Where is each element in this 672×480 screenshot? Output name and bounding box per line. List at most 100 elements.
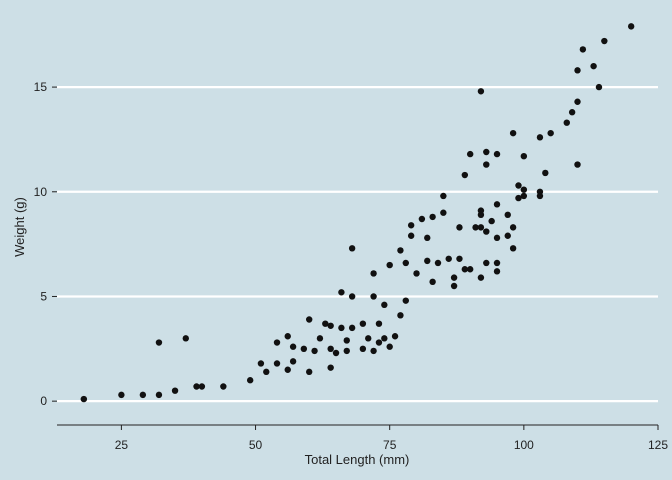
data-point [536, 192, 544, 200]
data-point [171, 387, 179, 394]
data-point [520, 192, 528, 200]
data-point [429, 278, 436, 286]
data-point [413, 270, 420, 277]
data-point [493, 150, 501, 158]
data-point [563, 119, 570, 126]
data-point [402, 297, 409, 304]
data-point [289, 358, 297, 365]
data-point [483, 259, 490, 267]
data-point [574, 98, 581, 105]
data-point [80, 395, 88, 403]
data-point [327, 364, 334, 371]
data-point [348, 324, 356, 332]
data-point [536, 134, 544, 141]
data-point [509, 224, 517, 231]
data-point [440, 192, 447, 200]
data-point [590, 62, 597, 70]
data-point [284, 333, 291, 340]
data-point [434, 259, 442, 267]
data-point [327, 322, 334, 329]
data-point [381, 335, 388, 342]
data-point [568, 109, 576, 116]
data-point [477, 207, 485, 214]
data-point [477, 224, 485, 231]
data-point [370, 293, 377, 300]
data-point [332, 349, 340, 357]
x-tick-label: 50 [249, 438, 263, 452]
data-point [542, 169, 549, 177]
data-point [456, 224, 463, 231]
data-point [273, 339, 281, 346]
y-tick-label: 15 [34, 80, 48, 94]
data-point [574, 67, 581, 74]
data-point [246, 377, 254, 384]
data-point [386, 343, 393, 350]
data-point [445, 255, 452, 262]
data-point [139, 391, 147, 399]
data-point [579, 46, 587, 53]
y-tick-label: 0 [40, 394, 47, 408]
data-point [520, 152, 528, 160]
data-point [424, 257, 431, 265]
data-point [359, 320, 367, 327]
data-point [509, 245, 517, 252]
data-point [397, 312, 404, 319]
data-point [381, 301, 388, 309]
data-point [338, 324, 345, 332]
data-point [466, 266, 474, 273]
data-point [504, 211, 511, 219]
data-point [370, 347, 377, 355]
data-point [375, 320, 383, 327]
data-point [504, 232, 511, 239]
data-point [477, 88, 485, 95]
data-point [155, 391, 163, 399]
y-axis-title: Weight (g) [12, 197, 27, 257]
data-point [343, 347, 350, 355]
x-tick-label: 75 [383, 438, 397, 452]
data-point [316, 335, 324, 342]
data-point [601, 37, 608, 45]
data-point [338, 289, 345, 296]
data-point [391, 333, 399, 340]
data-point [359, 345, 367, 353]
data-point [343, 337, 350, 344]
data-point [407, 222, 415, 229]
data-point [322, 320, 329, 327]
data-point [483, 228, 490, 235]
data-point [257, 360, 265, 367]
data-point [627, 23, 635, 30]
data-point [456, 255, 463, 262]
data-point [193, 383, 200, 390]
x-axis-title: Total Length (mm) [305, 452, 410, 467]
data-point [375, 339, 383, 346]
data-point [370, 270, 377, 277]
data-point [483, 148, 490, 156]
y-axis-ticks: 0 5 10 15 [34, 80, 57, 408]
data-point [397, 247, 404, 254]
data-point [220, 383, 227, 390]
data-point [493, 201, 501, 208]
x-tick-label: 125 [648, 438, 668, 452]
y-tick-label: 5 [40, 289, 47, 303]
data-point [483, 161, 490, 168]
data-points [80, 23, 635, 403]
x-tick-label: 100 [514, 438, 534, 452]
data-point [477, 274, 485, 281]
data-point [407, 232, 415, 239]
data-point [547, 129, 554, 137]
data-point [418, 215, 426, 223]
data-point [488, 217, 495, 225]
data-point [461, 266, 469, 273]
data-point [348, 245, 356, 252]
gridlines [57, 85, 658, 403]
data-point [365, 335, 372, 342]
data-point [311, 347, 318, 355]
data-point [595, 83, 603, 91]
data-point [386, 261, 393, 269]
data-point [273, 360, 281, 367]
data-point [515, 182, 522, 189]
data-point [182, 335, 189, 342]
data-point [155, 339, 163, 346]
